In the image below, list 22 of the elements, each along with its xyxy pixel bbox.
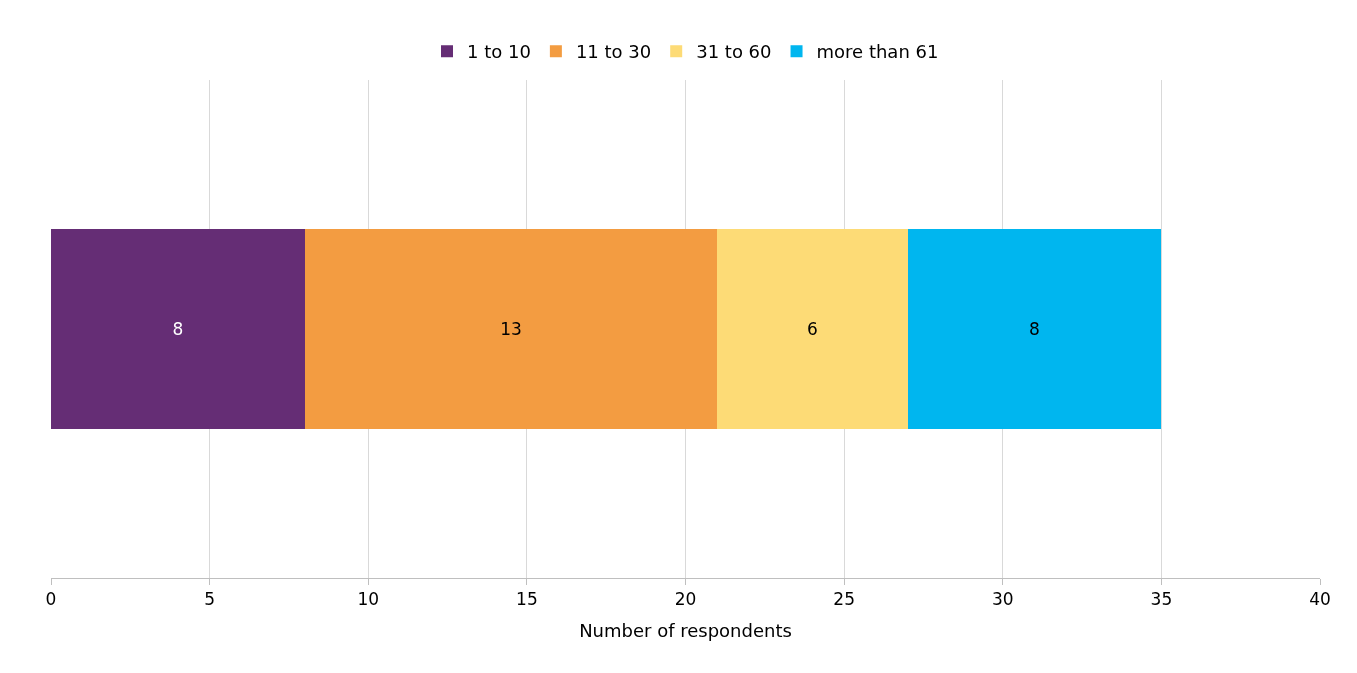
x-tick-label: 15 (516, 589, 538, 610)
bar (304, 229, 718, 429)
bar (51, 229, 305, 429)
data-label: 13 (500, 319, 522, 339)
data-label: 6 (806, 319, 818, 339)
x-tick-label: 10 (357, 589, 380, 610)
x-tick-label: 30 (991, 589, 1014, 610)
x-tick-label: 40 (1309, 589, 1331, 610)
data-label: 8 (1029, 319, 1040, 339)
x-tick-label: 5 (204, 589, 216, 610)
x-tick-label: 0 (45, 589, 57, 610)
x-tick-label: 35 (1150, 589, 1173, 610)
legend-label: more than 61 (816, 41, 939, 63)
legend-label: 1 to 10 (467, 41, 531, 63)
bar (907, 229, 1162, 429)
x-tick-label: 25 (833, 589, 855, 610)
bar (717, 229, 908, 429)
legend-label: 11 to 30 (575, 41, 652, 63)
x-tick-label: 20 (674, 589, 697, 610)
legend-label: 31 to 60 (696, 41, 772, 63)
data-label: 8 (172, 319, 184, 339)
x-axis-title: Number of respondents (579, 619, 792, 641)
